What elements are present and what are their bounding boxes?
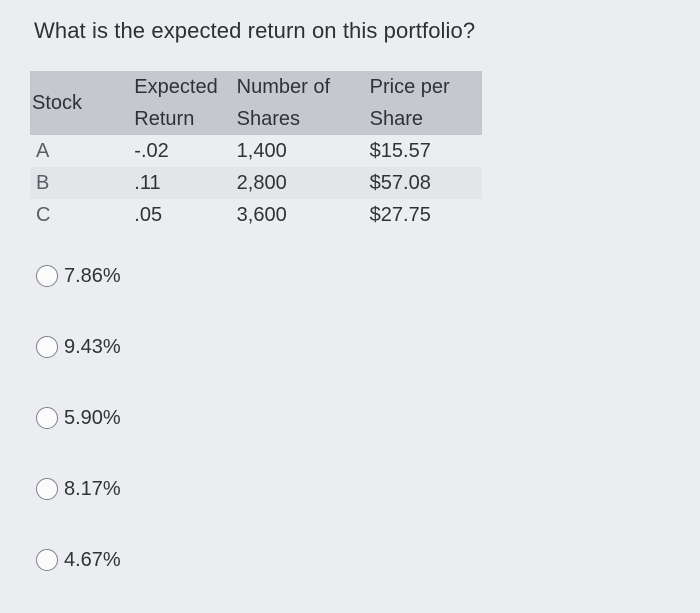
answer-option-label: 8.17% [64,477,121,500]
radio-button[interactable] [36,407,58,429]
header-stock: Stock [30,71,135,135]
cell-price: $57.08 [369,167,482,199]
table-row: B .11 2,800 $57.08 [30,167,482,199]
cell-price: $15.57 [369,139,431,162]
cell-price: $27.75 [369,203,431,226]
answer-option[interactable]: 9.43% [36,329,121,365]
radio-button[interactable] [36,549,58,571]
header-price-per-share: Price per Share [369,71,482,135]
answer-option-label: 4.67% [64,548,121,571]
table-row: C .05 3,600 $27.75 [30,199,482,231]
answer-options: 7.86% 9.43% 5.90% 8.17% 4.67% [36,258,121,613]
answer-option[interactable]: 5.90% [36,400,121,436]
answer-option-label: 9.43% [64,335,121,358]
header-expected-return: Expected Return [134,71,237,135]
cell-expected-return: -.02 [134,139,169,162]
table-header-row: Stock Expected Return Number of Shares P… [30,71,482,135]
cell-shares: 2,800 [236,167,370,199]
answer-option[interactable]: 7.86% [36,258,121,294]
radio-button[interactable] [36,478,58,500]
cell-expected-return: .05 [134,203,163,226]
cell-stock: A [36,139,50,162]
radio-button[interactable] [36,265,58,287]
stock-table: Stock Expected Return Number of Shares P… [30,71,482,231]
table-row: A -.02 1,400 $15.57 [30,135,482,167]
answer-option[interactable]: 4.67% [36,542,121,578]
cell-stock: C [36,203,51,226]
answer-option-label: 5.90% [64,406,121,429]
question-text: What is the expected return on this port… [34,18,476,43]
answer-option[interactable]: 8.17% [36,471,121,507]
cell-stock: B [30,167,135,199]
answer-option-label: 7.86% [64,264,121,287]
cell-expected-return: .11 [134,167,237,199]
radio-button[interactable] [36,336,58,358]
cell-shares: 1,400 [236,139,287,162]
cell-shares: 3,600 [236,203,287,226]
header-number-of-shares: Number of Shares [236,71,370,135]
